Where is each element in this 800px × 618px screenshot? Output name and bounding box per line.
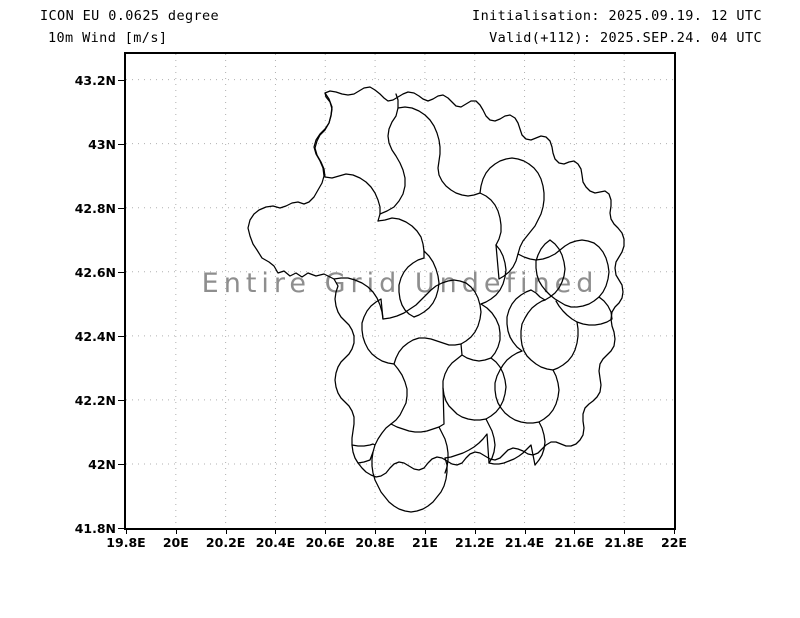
y-axis-tick-label: 42.8N	[74, 200, 116, 216]
y-axis-tick-label: 43N	[88, 136, 116, 152]
x-axis-tick-label: 20E	[162, 535, 189, 550]
x-tick-mark	[126, 528, 127, 534]
y-tick-mark	[118, 207, 124, 209]
parameter-label: 10m Wind [m/s]	[48, 30, 168, 46]
y-axis-tick-label: 42.6N	[74, 264, 116, 280]
valid-time-label: Valid(+112): 2025.SEP.24. 04 UTC	[489, 30, 762, 46]
x-tick-mark	[674, 528, 675, 534]
x-axis-tick-label: 20.4E	[255, 535, 296, 550]
initialisation-label: Initialisation: 2025.09.19. 12 UTC	[472, 8, 762, 24]
y-tick-mark	[118, 528, 124, 529]
x-axis-tick-label: 20.8E	[355, 535, 395, 550]
model-name-label: ICON EU 0.0625 degree	[40, 8, 220, 24]
x-axis-tick-label: 20.2E	[205, 535, 246, 550]
y-tick-mark	[118, 79, 124, 81]
y-axis-tick-label: 42.4N	[74, 328, 116, 344]
x-axis-tick-label: 19.8E	[106, 535, 146, 550]
x-axis-tick-label: 21.6E	[554, 535, 595, 550]
x-tick-mark	[375, 528, 377, 534]
x-tick-mark	[574, 528, 576, 534]
x-tick-mark	[325, 528, 327, 534]
x-tick-mark	[275, 528, 277, 534]
x-tick-mark	[225, 528, 227, 534]
x-axis-tick-label: 21E	[411, 535, 438, 550]
x-axis-tick-label: 22E	[661, 535, 687, 550]
x-tick-mark	[624, 528, 626, 534]
y-tick-mark	[118, 335, 124, 337]
grid-lines	[126, 54, 674, 528]
x-axis-tick-label: 21.4E	[504, 535, 545, 550]
map-plot-frame: Entire Grid Undefined	[124, 52, 676, 530]
y-tick-mark	[118, 271, 124, 273]
kosovo-boundaries	[247, 86, 625, 513]
y-axis-tick-label: 42.2N	[74, 392, 116, 408]
y-tick-mark	[118, 399, 124, 401]
y-axis-tick-label: 43.2N	[74, 72, 116, 88]
y-tick-mark	[118, 143, 124, 145]
x-tick-mark	[175, 528, 177, 534]
x-axis-tick-label: 20.6E	[305, 535, 345, 550]
y-tick-mark	[118, 463, 124, 465]
x-tick-mark	[424, 528, 426, 534]
y-axis-tick-label: 42N	[88, 456, 116, 472]
y-axis-tick-label: 41.8N	[74, 521, 116, 536]
x-tick-mark	[474, 528, 476, 534]
x-tick-mark	[524, 528, 526, 534]
x-axis-tick-label: 21.8E	[604, 535, 644, 550]
x-axis-tick-label: 21.2E	[455, 535, 495, 550]
